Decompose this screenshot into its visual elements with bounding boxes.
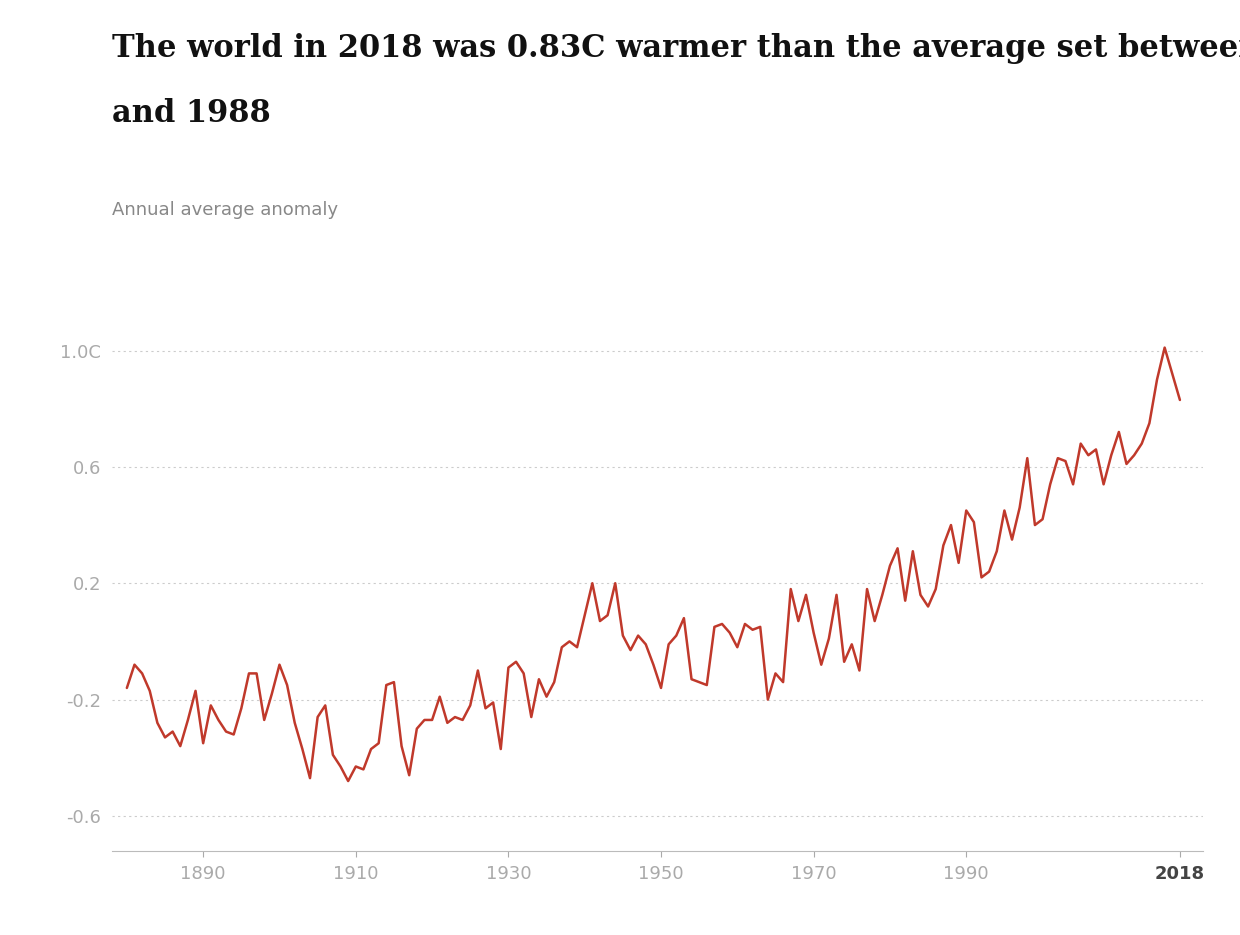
- Text: The world in 2018 was 0.83C warmer than the average set between 1951: The world in 2018 was 0.83C warmer than …: [112, 33, 1240, 64]
- Text: Annual average anomaly: Annual average anomaly: [112, 201, 337, 219]
- Text: and 1988: and 1988: [112, 98, 270, 129]
